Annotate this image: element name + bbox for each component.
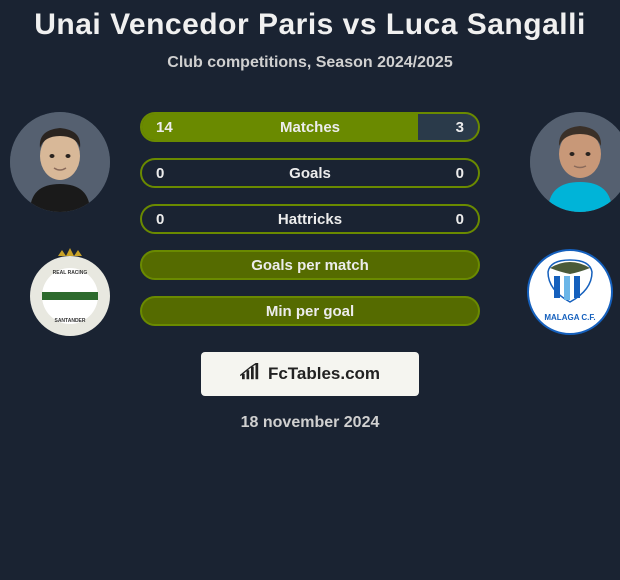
svg-text:SANTANDER: SANTANDER: [54, 318, 85, 324]
stat-label: Goals per match: [142, 252, 478, 278]
stat-row: Min per goal: [140, 296, 480, 326]
svg-text:MALAGA C.F.: MALAGA C.F.: [544, 313, 595, 322]
stat-label: Min per goal: [142, 298, 478, 324]
stat-row: Goals0 0: [140, 158, 480, 188]
player-right-club-logo: MALAGA C.F.: [520, 242, 620, 342]
stat-value-left: 0: [142, 206, 178, 232]
stat-label: Matches: [142, 114, 478, 140]
stat-value-left: 14: [142, 114, 187, 140]
stat-value-right: 3: [442, 114, 478, 140]
player-right-avatar: [530, 112, 620, 212]
stat-row: Hattricks0 0: [140, 204, 480, 234]
stat-row: Matches14 3: [140, 112, 480, 142]
stat-value-right: 0: [442, 160, 478, 186]
stat-label: Hattricks: [142, 206, 478, 232]
svg-text:REAL RACING: REAL RACING: [53, 270, 88, 276]
comparison-date: 18 november 2024: [0, 414, 620, 432]
player-left-avatar: [10, 112, 110, 212]
chart-icon: [240, 363, 262, 386]
stat-value-right: 0: [442, 206, 478, 232]
stat-bars: Matches143Goals00Hattricks00Goals per ma…: [140, 112, 480, 342]
stat-value-left: 0: [142, 160, 178, 186]
branding-badge: FcTables.com: [201, 352, 419, 396]
stat-row: Goals per match: [140, 250, 480, 280]
branding-text: FcTables.com: [268, 364, 380, 384]
comparison-area: REAL RACING SANTANDER MALAGA C.F. Matche…: [0, 112, 620, 342]
player-left-club-logo: REAL RACING SANTANDER: [20, 242, 120, 342]
stat-label: Goals: [142, 160, 478, 186]
comparison-subtitle: Club competitions, Season 2024/2025: [0, 54, 620, 72]
comparison-title: Unai Vencedor Paris vs Luca Sangalli: [0, 8, 620, 42]
